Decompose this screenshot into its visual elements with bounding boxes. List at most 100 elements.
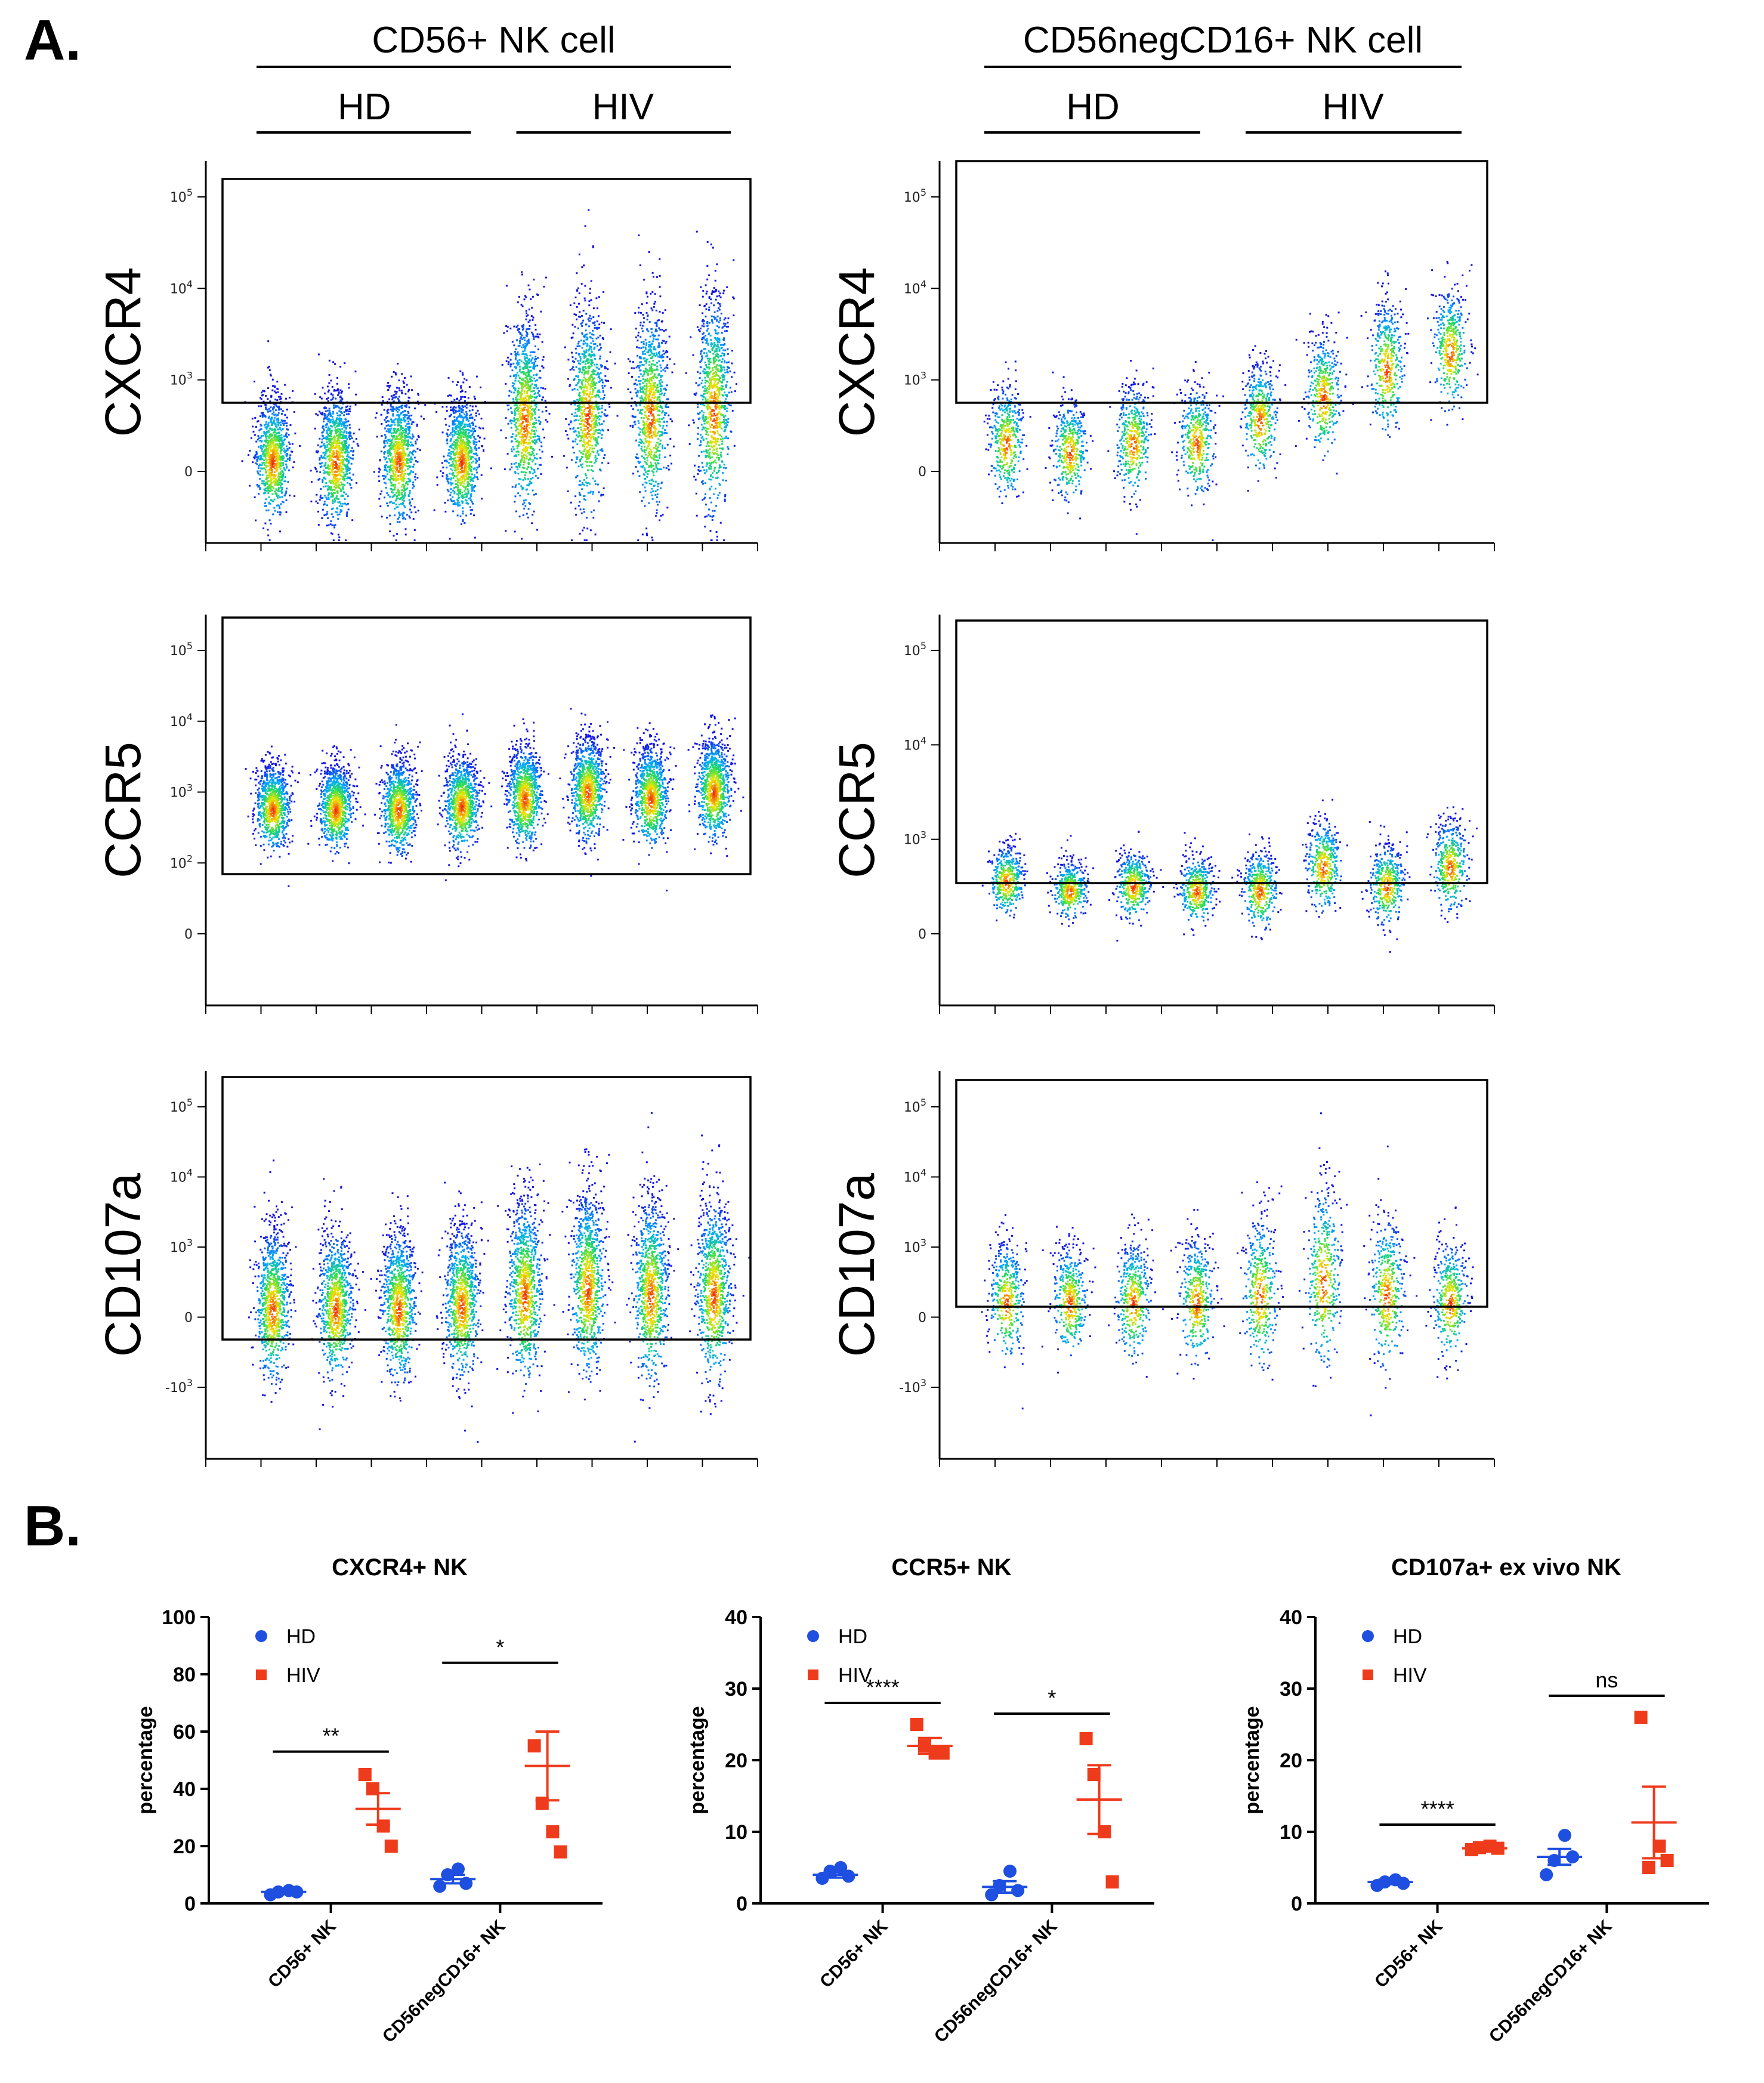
event-dot	[524, 367, 526, 369]
event-dot	[268, 501, 270, 504]
event-dot	[453, 444, 455, 446]
event-dot	[268, 462, 271, 465]
event-dot	[265, 433, 267, 436]
event-dot	[277, 474, 280, 476]
event-dot	[389, 523, 391, 525]
event-dot	[339, 437, 341, 439]
event-dot	[344, 362, 346, 365]
event-dot	[342, 478, 344, 480]
event-dot	[332, 361, 335, 363]
event-dot	[455, 411, 457, 413]
event-dot	[283, 468, 286, 470]
event-dot	[280, 482, 283, 485]
event-dot	[511, 385, 514, 387]
event-dot	[507, 363, 509, 366]
event-dot	[285, 432, 288, 434]
event-dot	[326, 498, 328, 501]
event-dot	[255, 453, 258, 455]
event-dot	[461, 523, 462, 526]
event-dot	[453, 441, 455, 443]
event-dot	[465, 414, 468, 416]
event-dot	[265, 435, 267, 437]
event-dot	[285, 397, 287, 400]
event-dot	[526, 414, 527, 416]
event-dot	[395, 456, 397, 458]
event-dot	[522, 479, 524, 481]
event-dot	[529, 388, 532, 390]
event-dot	[393, 473, 395, 476]
event-dot	[408, 515, 410, 517]
event-dot	[527, 314, 529, 316]
event-dot	[268, 487, 271, 489]
event-dot	[397, 447, 400, 449]
event-dot	[326, 446, 328, 448]
event-dot	[468, 431, 470, 434]
event-dot	[412, 436, 415, 438]
event-dot	[403, 429, 406, 431]
event-dot	[523, 407, 525, 409]
event-dot	[517, 468, 518, 471]
event-dot	[278, 406, 280, 408]
event-dot	[381, 435, 383, 437]
event-dot	[523, 403, 525, 406]
event-dot	[338, 421, 341, 423]
event-dot	[280, 429, 283, 431]
event-dot	[478, 464, 480, 466]
event-dot	[454, 460, 456, 462]
event-dot	[519, 495, 521, 497]
event-dot	[409, 492, 411, 495]
event-dot	[267, 455, 269, 457]
event-dot	[453, 399, 456, 401]
event-dot	[515, 353, 517, 355]
event-dot	[396, 407, 397, 409]
event-dot	[459, 429, 461, 431]
event-dot	[394, 441, 397, 443]
event-dot	[520, 333, 522, 335]
event-dot	[401, 461, 404, 464]
event-dot	[510, 427, 512, 429]
event-dot	[574, 357, 577, 360]
event-dot	[332, 442, 334, 445]
event-dot	[348, 444, 350, 446]
event-dot	[347, 482, 349, 484]
event-dot	[385, 464, 387, 467]
event-dot	[401, 503, 404, 505]
event-dot	[346, 438, 348, 440]
event-dot	[464, 450, 467, 452]
event-dot	[468, 473, 470, 475]
event-dot	[335, 442, 337, 445]
event-dot	[446, 433, 449, 436]
event-dot	[397, 453, 399, 456]
event-dot	[465, 417, 468, 419]
event-dot	[480, 418, 483, 419]
event-dot	[401, 441, 404, 443]
event-dot	[270, 428, 271, 430]
event-dot	[271, 389, 274, 391]
event-dot	[328, 443, 330, 445]
event-dot	[586, 437, 589, 439]
event-dot	[273, 455, 276, 458]
event-dot	[400, 448, 403, 450]
event-dot	[514, 389, 517, 391]
event-dot	[472, 468, 475, 470]
event-dot	[284, 438, 286, 440]
event-dot	[467, 444, 469, 446]
event-dot	[400, 421, 403, 424]
event-dot	[275, 451, 277, 453]
event-dot	[277, 494, 280, 496]
event-dot	[249, 449, 251, 452]
event-dot	[464, 428, 467, 431]
event-dot	[461, 455, 463, 458]
event-dot	[401, 498, 403, 501]
event-dot	[337, 478, 339, 480]
event-dot	[404, 416, 406, 418]
event-dot	[458, 434, 461, 437]
event-dot	[526, 312, 527, 314]
event-dot	[348, 451, 350, 453]
event-dot	[456, 397, 458, 400]
event-dot	[335, 430, 337, 432]
event-dot	[280, 449, 283, 452]
event-dot	[348, 413, 350, 415]
event-dot	[397, 444, 399, 446]
event-dot	[277, 459, 279, 461]
